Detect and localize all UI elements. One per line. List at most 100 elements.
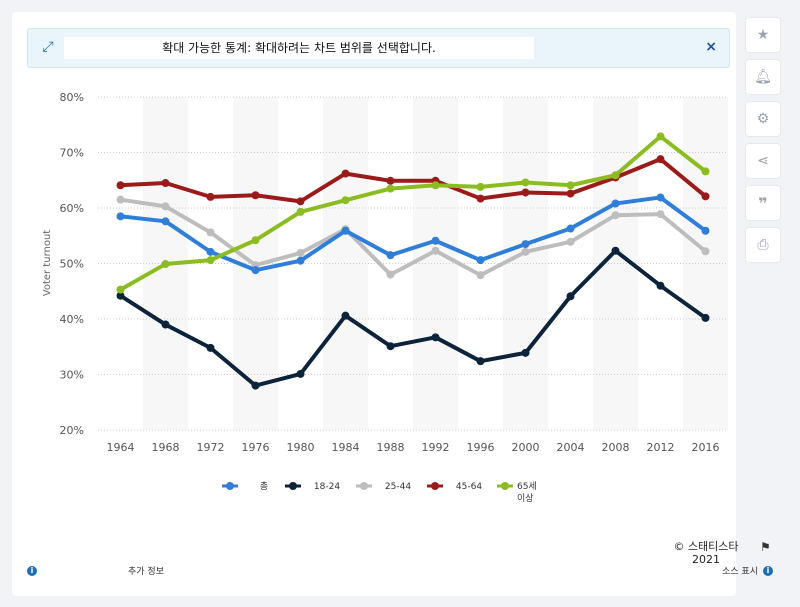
source-link[interactable]: 소스 표시 (722, 567, 758, 577)
more-info-link[interactable]: 추가 정보 (128, 567, 164, 577)
data-point[interactable] (206, 343, 215, 352)
chart-band (503, 97, 548, 430)
y-tick-label: 60% (60, 202, 84, 215)
data-point[interactable] (521, 240, 530, 249)
quote-icon[interactable]: ❞ (746, 186, 780, 220)
flag-icon[interactable]: ⚑ (760, 540, 771, 554)
x-tick-label: 2016 (692, 441, 720, 454)
data-point[interactable] (386, 184, 395, 193)
data-point[interactable] (341, 169, 350, 178)
x-tick-label: 1976 (242, 441, 270, 454)
data-point[interactable] (386, 176, 395, 185)
data-point[interactable] (701, 247, 710, 256)
series-4 (116, 132, 710, 294)
info-icon[interactable]: i (27, 566, 37, 576)
y-tick-label: 50% (60, 258, 84, 271)
share-icon[interactable]: ⋖ (746, 144, 780, 178)
data-point[interactable] (566, 292, 575, 301)
data-point[interactable] (566, 181, 575, 190)
data-point[interactable] (611, 246, 620, 255)
data-point[interactable] (566, 237, 575, 246)
data-point[interactable] (431, 236, 440, 245)
x-tick-label: 1996 (467, 441, 495, 454)
data-point[interactable] (251, 191, 260, 200)
y-tick-label: 30% (60, 369, 84, 382)
data-point[interactable] (116, 195, 125, 204)
data-point[interactable] (476, 271, 485, 280)
legend-item[interactable]: 총 (222, 481, 268, 492)
data-point[interactable] (656, 155, 665, 164)
legend-item[interactable]: 18-24 (285, 482, 340, 492)
data-point[interactable] (341, 196, 350, 205)
gear-icon[interactable]: ⚙ (746, 102, 780, 136)
data-point[interactable] (656, 193, 665, 202)
data-point[interactable] (431, 246, 440, 255)
data-point[interactable] (206, 256, 215, 265)
data-point[interactable] (611, 211, 620, 220)
legend-item[interactable]: 25-44 (356, 482, 411, 492)
data-point[interactable] (206, 192, 215, 201)
data-point[interactable] (701, 192, 710, 201)
y-axis-label: Voter turnout (42, 230, 53, 297)
data-point[interactable] (296, 197, 305, 206)
data-point[interactable] (206, 228, 215, 237)
data-point[interactable] (566, 224, 575, 233)
data-point[interactable] (251, 266, 260, 275)
expand-icon[interactable]: ⤢ (42, 39, 54, 55)
data-point[interactable] (701, 167, 710, 176)
star-icon[interactable]: ★ (746, 18, 780, 52)
data-point[interactable] (521, 188, 530, 197)
data-point[interactable] (521, 178, 530, 187)
legend-swatch-dot (431, 482, 439, 490)
data-point[interactable] (206, 247, 215, 256)
y-tick-label: 80% (60, 91, 84, 104)
data-point[interactable] (386, 270, 395, 279)
data-point[interactable] (116, 291, 125, 300)
data-point[interactable] (656, 281, 665, 290)
data-point[interactable] (251, 381, 260, 390)
data-point[interactable] (116, 212, 125, 221)
data-point[interactable] (341, 311, 350, 320)
data-point[interactable] (476, 182, 485, 191)
data-point[interactable] (431, 333, 440, 342)
data-point[interactable] (521, 348, 530, 357)
data-point[interactable] (161, 179, 170, 188)
data-point[interactable] (161, 260, 170, 269)
source-info-icon[interactable]: i (763, 566, 773, 576)
data-point[interactable] (431, 181, 440, 190)
close-icon[interactable]: × (705, 39, 717, 55)
data-point[interactable] (701, 226, 710, 235)
legend-item[interactable]: 45-64 (427, 482, 482, 492)
data-point[interactable] (161, 217, 170, 226)
data-point[interactable] (611, 199, 620, 208)
data-point[interactable] (296, 207, 305, 216)
data-point[interactable] (701, 313, 710, 322)
x-tick-label: 1968 (152, 441, 180, 454)
data-point[interactable] (161, 320, 170, 329)
data-point[interactable] (161, 202, 170, 211)
x-tick-label: 2012 (647, 441, 675, 454)
data-point[interactable] (566, 189, 575, 198)
data-point[interactable] (476, 357, 485, 366)
data-point[interactable] (656, 132, 665, 141)
print-icon[interactable]: ⎙ (746, 228, 780, 262)
sidebar: ★ 🔔︎ ⚙ ⋖ ❞ ⎙ (746, 18, 780, 270)
bell-icon[interactable]: 🔔︎ (746, 60, 780, 94)
data-point[interactable] (521, 247, 530, 256)
data-point[interactable] (116, 181, 125, 190)
data-point[interactable] (296, 248, 305, 257)
data-point[interactable] (386, 251, 395, 260)
data-point[interactable] (296, 256, 305, 265)
data-point[interactable] (656, 210, 665, 219)
series-line (118, 157, 708, 204)
data-point[interactable] (611, 171, 620, 180)
legend-label: 45-64 (456, 482, 482, 492)
data-point[interactable] (341, 226, 350, 235)
data-point[interactable] (116, 285, 125, 294)
data-point[interactable] (296, 369, 305, 378)
data-point[interactable] (251, 236, 260, 245)
data-point[interactable] (476, 194, 485, 203)
data-point[interactable] (386, 342, 395, 351)
data-point[interactable] (476, 256, 485, 265)
